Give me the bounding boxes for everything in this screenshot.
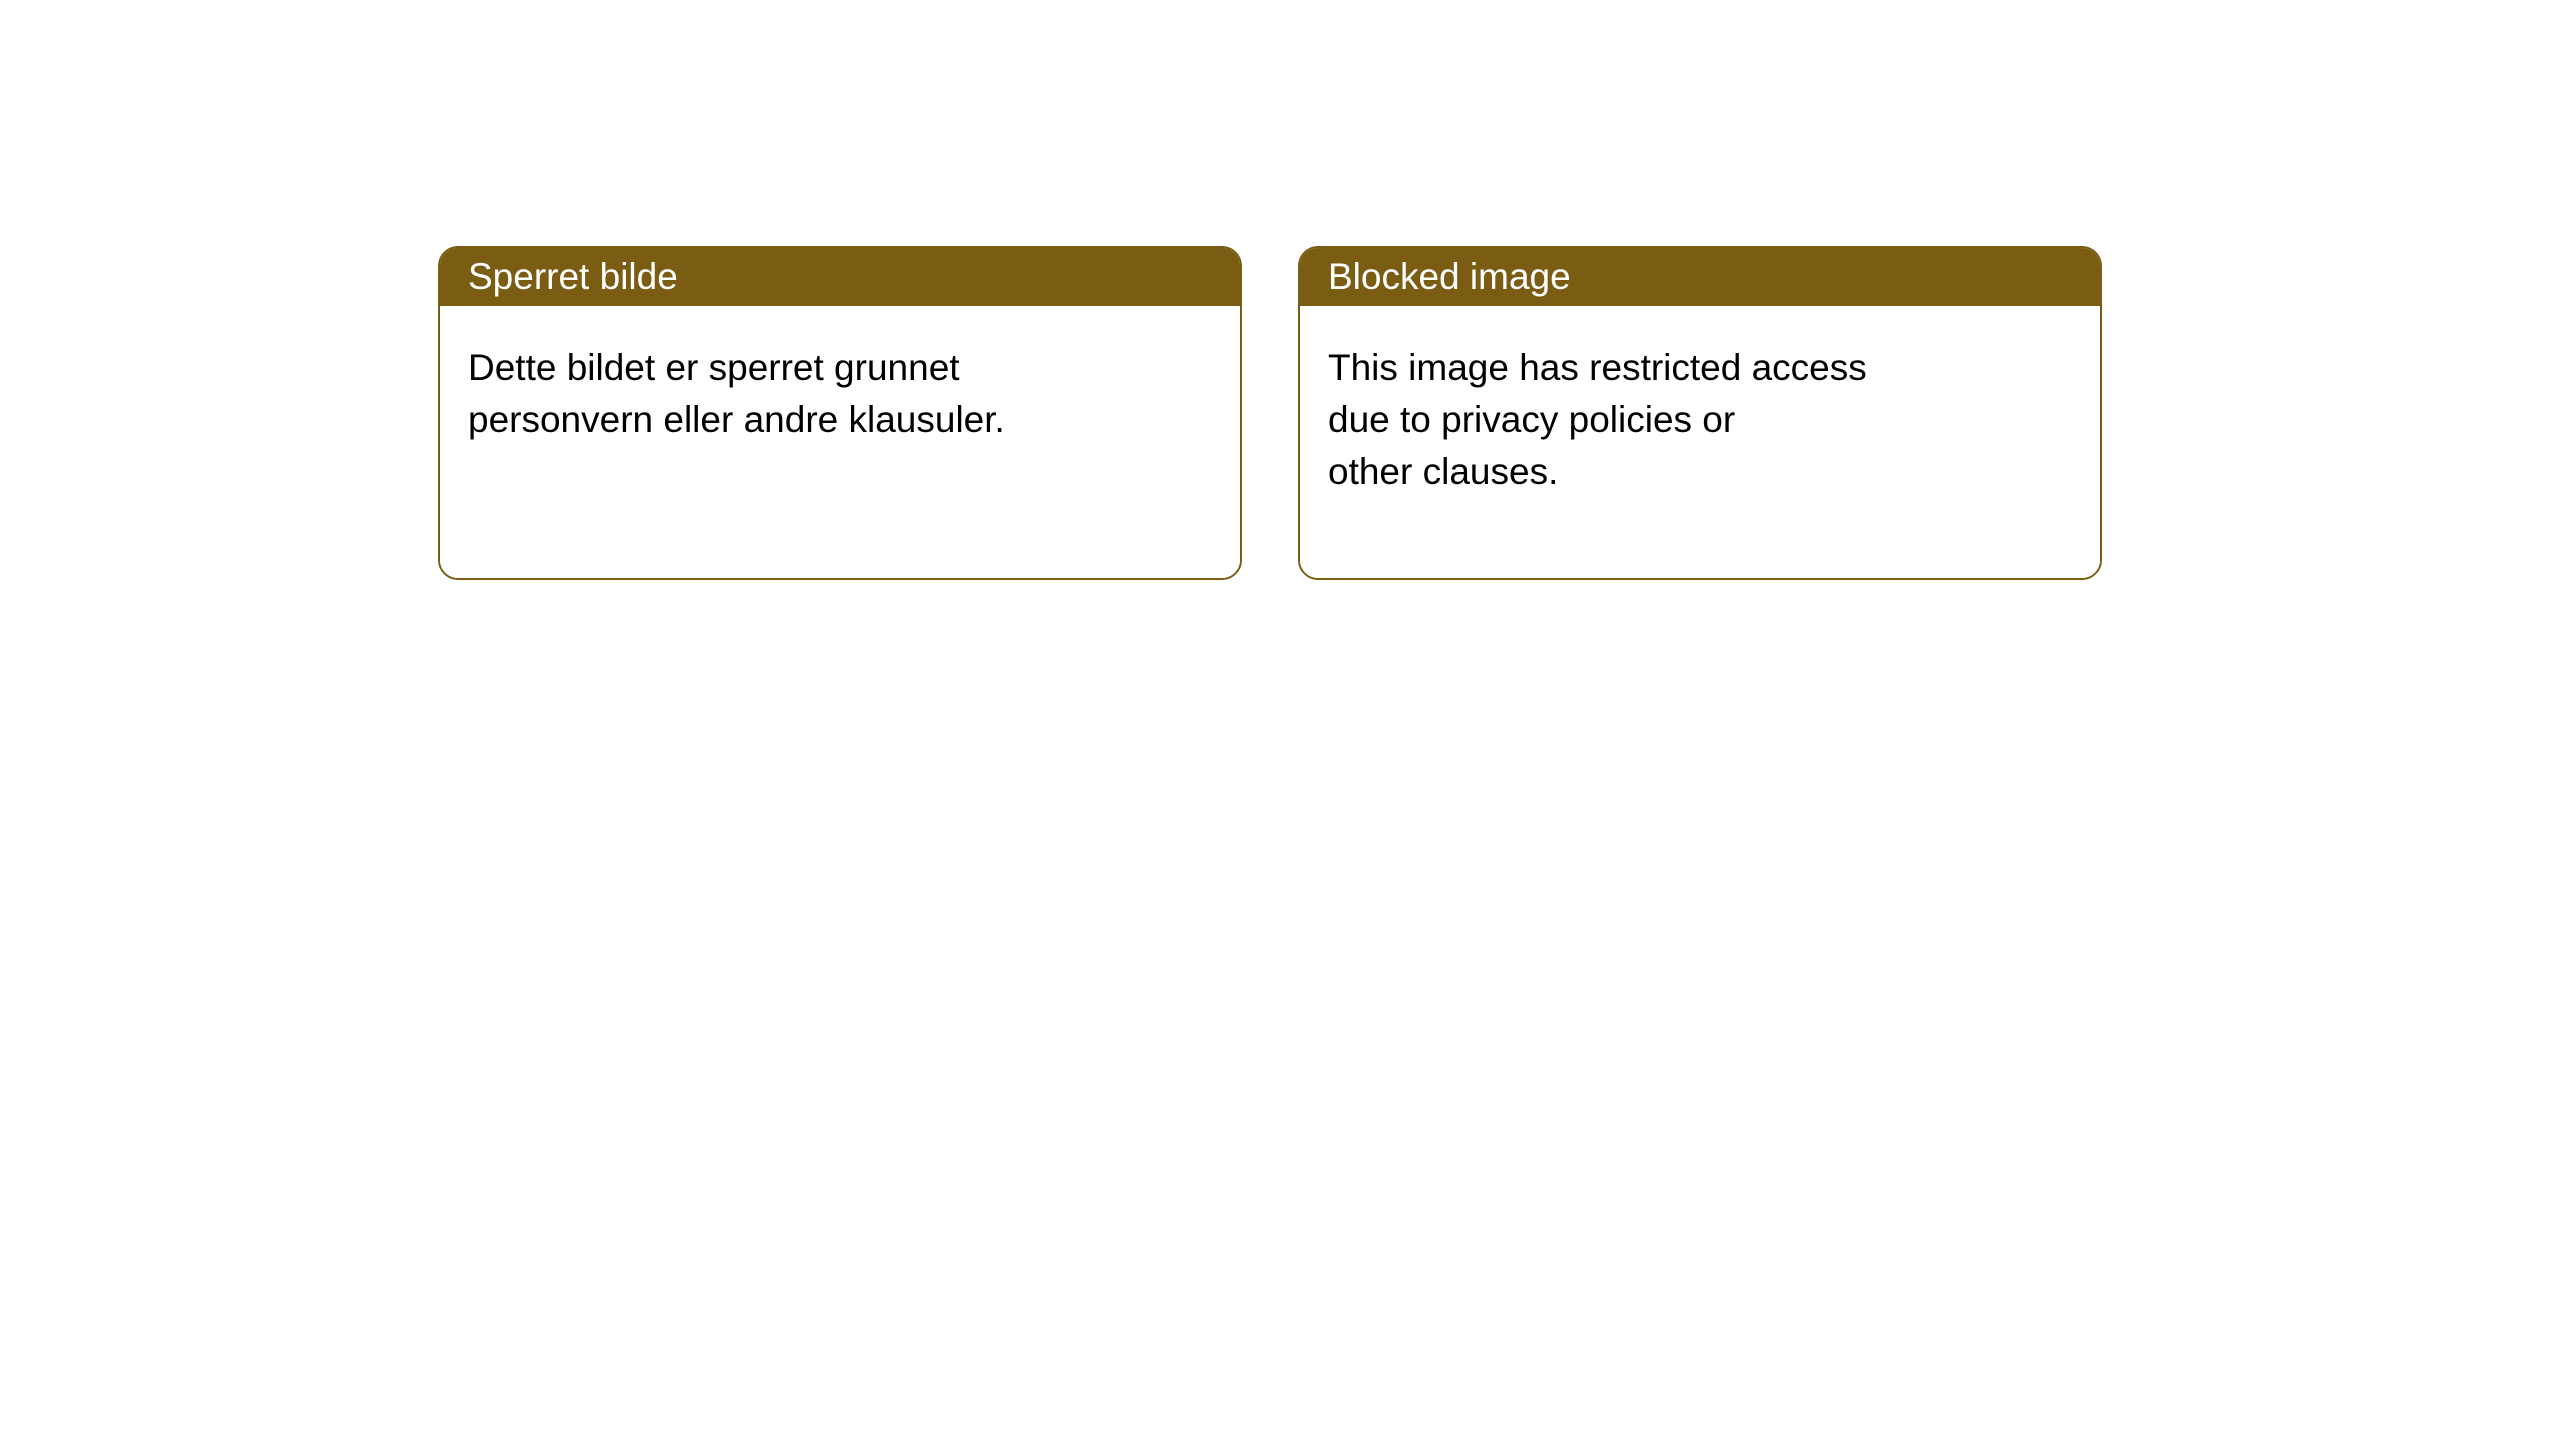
notice-text: This image has restricted access due to … <box>1328 342 2072 497</box>
notice-card-english: Blocked image This image has restricted … <box>1298 246 2102 580</box>
notice-text: Dette bildet er sperret grunnet personve… <box>468 342 1212 446</box>
notice-body: This image has restricted access due to … <box>1300 306 2100 578</box>
notice-card-norwegian: Sperret bilde Dette bildet er sperret gr… <box>438 246 1242 580</box>
notice-title: Sperret bilde <box>468 256 678 298</box>
notice-title: Blocked image <box>1328 256 1571 298</box>
notice-container: Sperret bilde Dette bildet er sperret gr… <box>438 246 2102 580</box>
notice-header: Blocked image <box>1300 248 2100 306</box>
notice-body: Dette bildet er sperret grunnet personve… <box>440 306 1240 578</box>
notice-header: Sperret bilde <box>440 248 1240 306</box>
